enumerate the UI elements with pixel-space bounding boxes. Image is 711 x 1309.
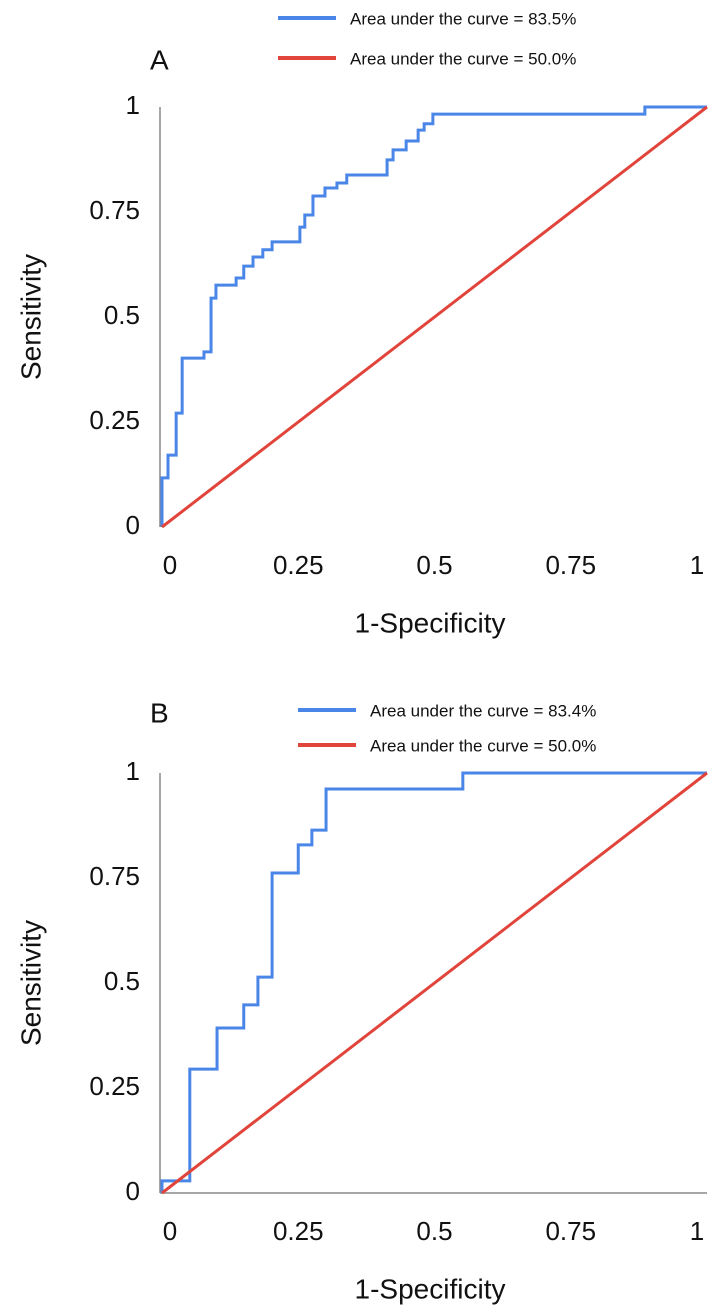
x-tick-label: 1 [690, 1216, 704, 1246]
y-tick-label: 0 [126, 510, 140, 540]
roc-curve [161, 105, 708, 529]
legend-label: Area under the curve = 83.5% [350, 9, 576, 28]
y-tick-label: 0.75 [89, 195, 140, 225]
x-tick-label: 0.5 [416, 1216, 452, 1246]
y-tick-label: 1 [126, 756, 140, 786]
legend-label: Area under the curve = 50.0% [350, 49, 576, 68]
y-tick-label: 0.5 [104, 966, 140, 996]
y-tick-label: 0.5 [104, 300, 140, 330]
y-tick-label: 0.25 [89, 1071, 140, 1101]
x-axis-title: 1-Specificity [355, 1273, 506, 1304]
panel-label: A [150, 44, 169, 75]
x-tick-label: 0.25 [273, 1216, 324, 1246]
y-tick-label: 0 [126, 1176, 140, 1206]
roc-curve [160, 105, 707, 527]
roc-curve [161, 771, 708, 1195]
x-tick-label: 1 [690, 550, 704, 580]
x-tick-label: 0.75 [545, 1216, 596, 1246]
y-tick-label: 0.75 [89, 861, 140, 891]
y-axis-title: Sensitivity [15, 920, 46, 1046]
x-tick-label: 0.5 [416, 550, 452, 580]
x-tick-label: 0.25 [273, 550, 324, 580]
roc-curve [160, 771, 707, 1193]
y-tick-label: 0.25 [89, 405, 140, 435]
legend-label: Area under the curve = 83.4% [370, 701, 596, 720]
x-tick-label: 0.75 [545, 550, 596, 580]
y-axis-title: Sensitivity [15, 254, 46, 380]
y-tick-label: 1 [126, 90, 140, 120]
x-tick-label: 0 [163, 1216, 177, 1246]
panel-label: B [150, 697, 169, 728]
x-axis-title: 1-Specificity [355, 607, 506, 638]
legend-label: Area under the curve = 50.0% [370, 736, 596, 755]
x-tick-label: 0 [163, 550, 177, 580]
